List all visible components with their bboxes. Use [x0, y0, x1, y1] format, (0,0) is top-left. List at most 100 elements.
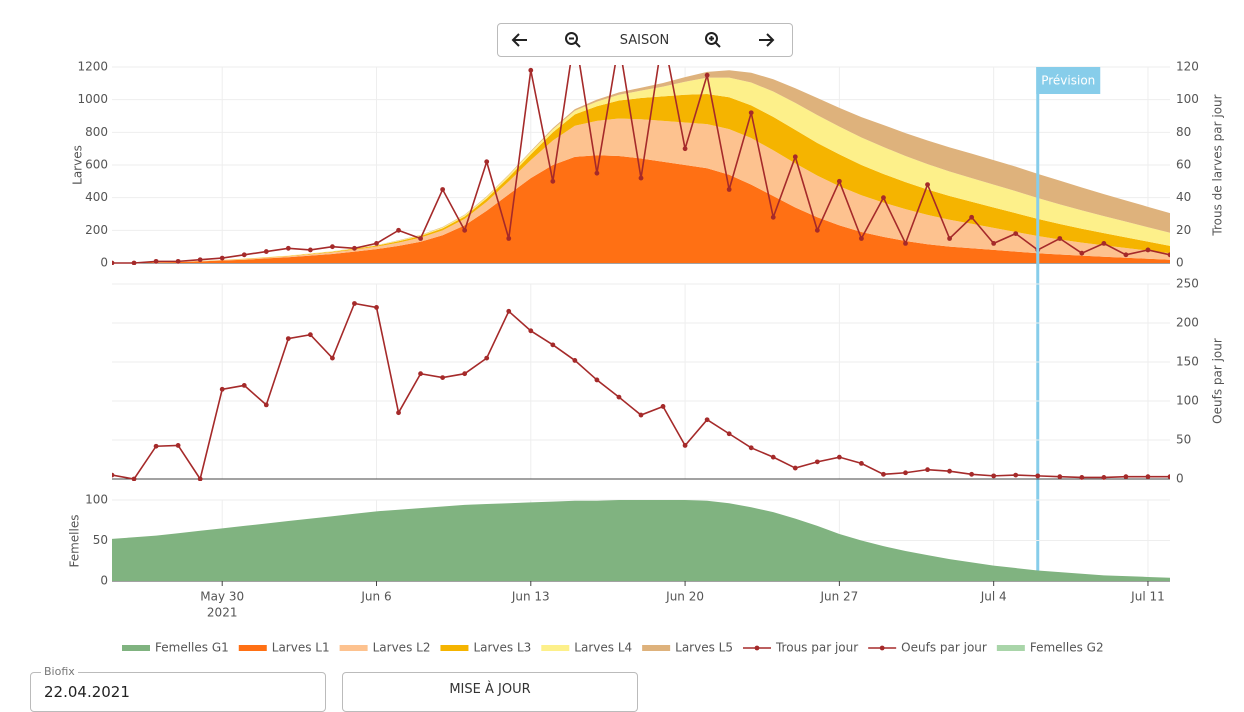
x-tick-label: Jun 13 [511, 590, 550, 604]
point [704, 417, 710, 423]
point [903, 241, 908, 246]
point [528, 67, 534, 73]
point [462, 371, 468, 377]
legend-label: Femelles G2 [1030, 641, 1104, 655]
point [506, 236, 512, 241]
point [550, 342, 556, 348]
arrow-right-icon [759, 33, 775, 47]
point [1057, 236, 1063, 241]
plot [112, 500, 1170, 581]
point [352, 301, 357, 306]
panel: 0 50 100 150 200 250 [112, 277, 1199, 486]
point [175, 443, 181, 448]
point [285, 336, 291, 341]
y2-tick-label: 100 [1176, 394, 1199, 408]
point [1123, 252, 1129, 258]
y2-tick-label: 250 [1176, 277, 1199, 291]
point [616, 394, 622, 400]
point [1145, 474, 1151, 480]
point [462, 227, 468, 233]
point [330, 244, 335, 250]
y2-tick-label: 200 [1176, 316, 1199, 330]
season-button[interactable]: SAISON [603, 23, 687, 57]
point [814, 459, 820, 465]
pan-right-button[interactable] [740, 23, 793, 57]
y2-tick-label: 0 [1176, 472, 1184, 486]
y2-tick-label: 0 [1176, 256, 1184, 270]
point [792, 154, 798, 160]
point [770, 454, 776, 460]
x-tick-label: Jun 6 [360, 590, 391, 604]
point [594, 170, 600, 176]
point [1167, 474, 1170, 480]
point [836, 178, 842, 184]
point [682, 146, 688, 152]
point [947, 468, 952, 474]
x-tick-label: May 30 [200, 590, 244, 604]
point [219, 255, 225, 261]
biofix-field[interactable]: Biofix 22.04.2021 [30, 665, 326, 712]
legend-swatch [238, 645, 267, 651]
y-tick-label: 400 [85, 190, 108, 204]
annotation-text: Prévision [1041, 74, 1095, 88]
panel: 0 50 100 May 30 Jun 6 Jun 13 Jun 20 Jun 27 Jul 4… [85, 493, 1170, 620]
legend-swatch [642, 645, 671, 651]
legend-label: Larves L3 [473, 641, 531, 655]
point [859, 461, 864, 466]
arrow-left-icon [511, 33, 527, 47]
point [594, 377, 600, 383]
pan-left-button[interactable] [497, 23, 543, 57]
x-year-label: 2021 [207, 606, 238, 620]
point [814, 227, 820, 233]
point [418, 236, 423, 241]
y-axis-label: Femelles [68, 514, 82, 567]
field-label: Biofix [41, 665, 78, 678]
point [572, 358, 578, 363]
zoom-in-button[interactable] [686, 23, 741, 57]
point [881, 471, 886, 477]
point [925, 182, 930, 188]
point [1079, 250, 1085, 256]
point [112, 260, 115, 265]
point [484, 355, 490, 361]
legend-swatch [440, 645, 469, 651]
point [859, 236, 864, 241]
y2-axis-label: Oeufs par jour [1211, 338, 1225, 424]
point [969, 471, 975, 477]
update-button[interactable]: MISE À JOUR [342, 672, 638, 712]
point [660, 404, 666, 409]
legend-label: Larves L2 [373, 641, 431, 655]
legend-swatch [754, 645, 760, 651]
point [925, 467, 930, 473]
point [484, 159, 490, 165]
point [836, 454, 842, 460]
y2-tick-label: 20 [1176, 223, 1191, 237]
point [792, 465, 798, 471]
plot [112, 65, 1170, 265]
y-tick-label: 0 [100, 256, 108, 270]
point [1013, 472, 1019, 478]
y-tick-label: 1200 [77, 60, 108, 74]
legend-label: Oeufs par jour [901, 641, 987, 655]
point [969, 214, 975, 220]
point [396, 227, 401, 233]
point [307, 332, 313, 338]
point [506, 308, 512, 314]
y-tick-label: 200 [85, 223, 108, 237]
point [241, 383, 247, 388]
legend-swatch [996, 645, 1025, 651]
x-tick-label: Jul 4 [980, 590, 1007, 604]
y2-tick-label: 50 [1176, 433, 1191, 447]
area [112, 118, 1170, 263]
point [112, 472, 115, 478]
y-axis-label: Larves [71, 145, 85, 185]
point [440, 375, 446, 380]
point [903, 470, 908, 476]
point [1167, 252, 1170, 258]
x-tick-label: Jun 20 [665, 590, 704, 604]
point [528, 328, 534, 334]
zoom-out-button[interactable] [542, 23, 604, 57]
y2-tick-label: 100 [1176, 92, 1199, 106]
